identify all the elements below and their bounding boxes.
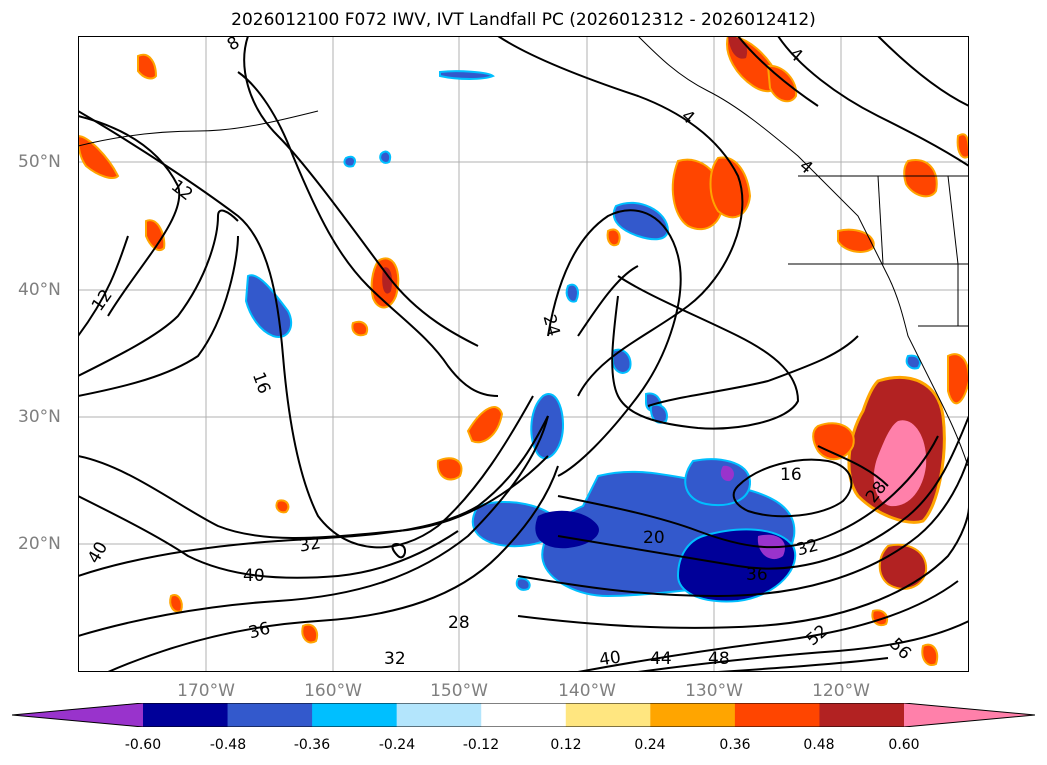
lon-label-170w: 170°W xyxy=(177,681,235,701)
colorbar-tick-label: 0.12 xyxy=(550,737,582,753)
contour-label-36a: 36 xyxy=(746,565,768,585)
lon-label-120w: 120°W xyxy=(812,681,870,701)
lon-label-150w: 150°W xyxy=(430,681,488,701)
colorbar-segment xyxy=(312,703,398,727)
map-title: 2026012100 F072 IWV, IVT Landfall PC (20… xyxy=(231,10,816,30)
colorbar-tick-label: 0.24 xyxy=(634,737,666,753)
negative-anomaly-patches xyxy=(244,70,921,603)
contour-label-8: 8 xyxy=(224,36,243,55)
colorbar-tick-label: 0.36 xyxy=(719,737,751,753)
colorbar-segment xyxy=(819,703,905,727)
colorbar-segment xyxy=(143,703,229,727)
colorbar-segment xyxy=(481,703,567,727)
lat-label-40n: 40°N xyxy=(18,280,61,300)
colorbar-tick-label: 0.60 xyxy=(888,737,920,753)
lat-label-50n: 50°N xyxy=(18,152,61,172)
colorbar-extension-high xyxy=(904,703,1035,727)
lat-label-20n: 20°N xyxy=(18,534,61,554)
contour-label-40a: 40 xyxy=(243,566,265,586)
gridlines xyxy=(78,36,969,672)
colorbar-segment xyxy=(734,703,820,727)
colorbar-segment xyxy=(650,703,736,727)
contour-label-40c: 40 xyxy=(598,648,622,671)
contour-label-40b: 40 xyxy=(84,538,112,567)
contour-label-20: 20 xyxy=(643,528,665,548)
contour-label-32b: 32 xyxy=(298,533,323,556)
contour-label-4b: 4 xyxy=(795,156,816,178)
contour-label-48: 48 xyxy=(708,649,730,669)
colorbar-segment xyxy=(396,703,482,727)
contour-label-16a: 16 xyxy=(248,369,274,396)
colorbar-svg xyxy=(11,702,1036,728)
contour-label-52: 52 xyxy=(803,621,832,650)
contour-label-4a: 4 xyxy=(785,44,806,66)
colorbar-segment xyxy=(227,703,313,727)
colorbar-tick-label: -0.60 xyxy=(124,737,162,753)
colorbar-tick-label: -0.48 xyxy=(209,737,247,753)
map-canvas: 12 12 16 24 16 28 20 32 32 36 40 40 28 3… xyxy=(78,36,969,672)
coastlines xyxy=(78,36,969,467)
map-border xyxy=(78,36,969,672)
map-panel: 12 12 16 24 16 28 20 32 32 36 40 40 28 3… xyxy=(78,36,969,672)
contour-label-28b: 28 xyxy=(448,613,470,633)
colorbar-tick-label: -0.24 xyxy=(378,737,416,753)
contour-label-56: 56 xyxy=(885,634,914,663)
contour-label-44: 44 xyxy=(650,649,672,669)
colorbar-tick-label: -0.36 xyxy=(293,737,331,753)
colorbar-extension-low xyxy=(12,703,143,727)
colorbar-tick-label: -0.12 xyxy=(462,737,500,753)
colorbar-segment xyxy=(565,703,651,727)
contour-label-32c: 32 xyxy=(384,649,406,669)
colorbar xyxy=(11,702,1036,728)
contour-label-36b: 36 xyxy=(246,618,272,643)
contour-lines xyxy=(78,36,969,672)
colorbar-tick-label: 0.48 xyxy=(803,737,835,753)
colorbar-segments xyxy=(12,703,1035,727)
lon-label-140w: 140°W xyxy=(558,681,616,701)
lon-label-130w: 130°W xyxy=(685,681,743,701)
contour-label-12a: 12 xyxy=(167,176,196,205)
contour-label-24: 24 xyxy=(539,312,564,338)
lat-label-30n: 30°N xyxy=(18,407,61,427)
contour-label-16b: 16 xyxy=(780,465,802,485)
lon-label-160w: 160°W xyxy=(304,681,362,701)
